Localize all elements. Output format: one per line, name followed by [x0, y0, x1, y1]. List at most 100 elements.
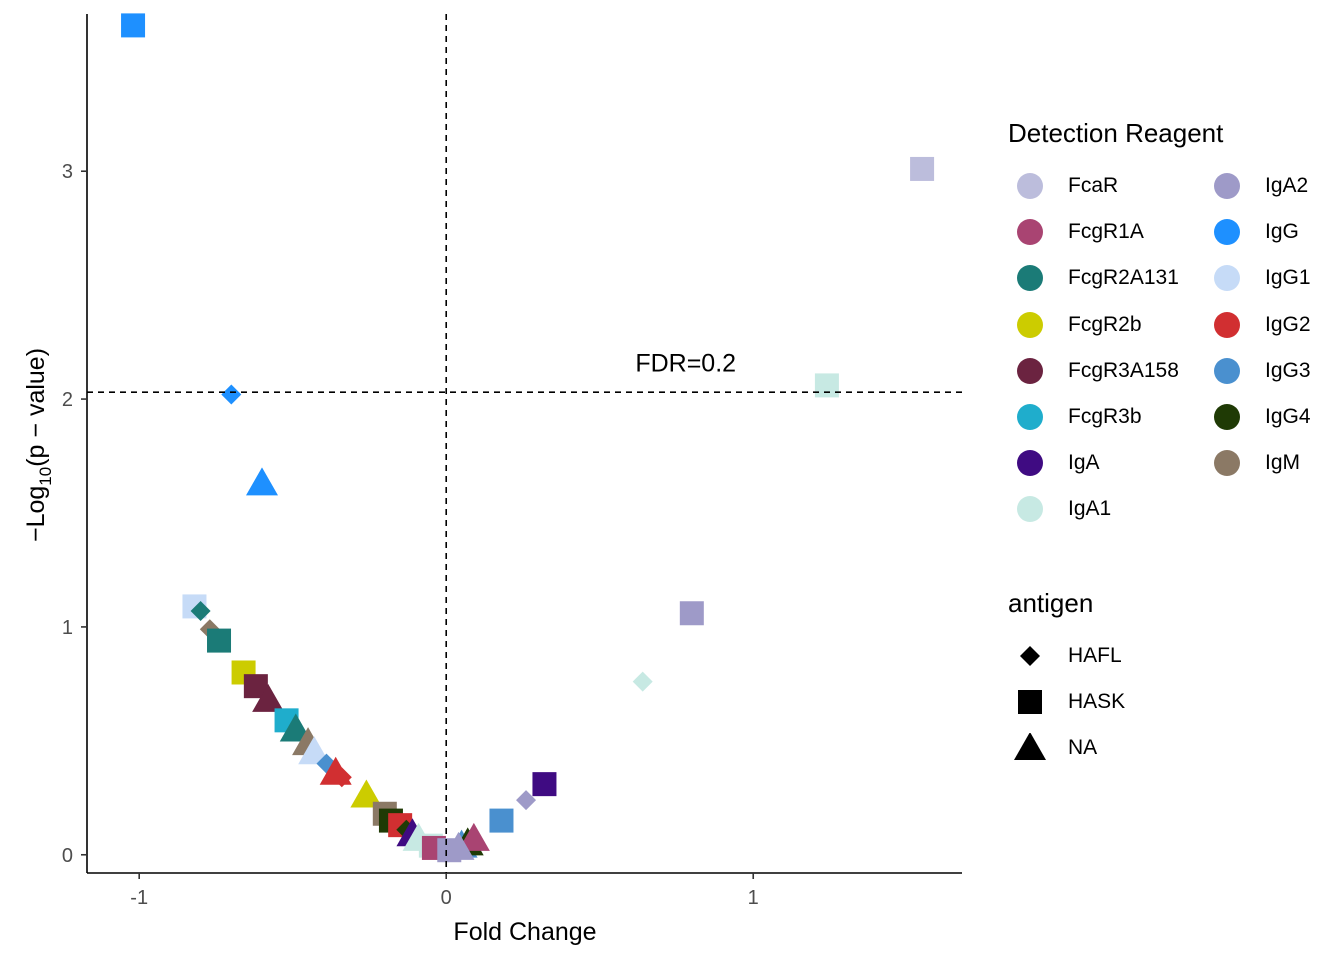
shape-legend-title: antigen: [1008, 588, 1094, 618]
legend-label: HASK: [1068, 690, 1126, 713]
data-point: [279, 713, 312, 742]
y-ticks: 0 1 2 3: [62, 161, 87, 867]
data-point: [207, 628, 232, 653]
legend-dot-icon: [1017, 496, 1043, 523]
legend-label: FcgR3A158: [1068, 358, 1179, 382]
legend-dot-icon: [1017, 219, 1043, 246]
y-tick-label: 0: [62, 845, 73, 867]
data-point: [910, 156, 935, 181]
legend-label: IgA: [1068, 451, 1100, 475]
color-legend-item: FcgR3A158: [1008, 356, 1179, 386]
legend-label: FcgR3b: [1068, 405, 1142, 428]
square-icon: [1018, 690, 1042, 714]
color-legend-item: FcgR1A: [1008, 217, 1144, 247]
legend-color-key: [1205, 402, 1251, 432]
legend-label: FcgR1A: [1068, 220, 1144, 244]
legend-color-key: [1008, 494, 1054, 524]
legend-label: NA: [1068, 736, 1098, 759]
legend-label: IgA1: [1068, 497, 1112, 521]
points-layer: [121, 13, 935, 863]
data-point: [190, 600, 211, 621]
data-point: [331, 767, 352, 788]
color-legend-item: IgA: [1008, 448, 1100, 478]
shape-legend-item: HAFL: [1008, 641, 1122, 671]
y-tick-label: 2: [62, 389, 73, 411]
color-legend: Detection Reagent FcaR FcgR1A FcgR2A131 Fcg…: [1008, 118, 1338, 538]
legend-dot-icon: [1214, 219, 1240, 246]
legend-dot-icon: [1017, 173, 1043, 199]
color-legend-item: FcgR3b: [1008, 402, 1142, 432]
color-legend-item: FcgR2A131: [1008, 263, 1179, 293]
legend-color-key: [1205, 448, 1251, 478]
color-legend-item: IgG1: [1205, 263, 1311, 293]
data-point: [350, 779, 383, 808]
legend-label: FcgR2A131: [1068, 266, 1179, 290]
legend-label: IgG4: [1265, 405, 1311, 428]
legend-color-key: [1205, 171, 1251, 201]
legend-label: FcgR2b: [1068, 312, 1142, 336]
legend-label: IgA2: [1265, 174, 1309, 197]
legend-color-key: [1205, 310, 1251, 340]
color-legend-item: IgG4: [1205, 402, 1311, 432]
legend-dot-icon: [1214, 311, 1240, 338]
legend-dot-icon: [1214, 450, 1240, 477]
data-point: [632, 671, 653, 692]
legend-dot-icon: [1017, 357, 1043, 384]
diamond-icon: [1020, 646, 1040, 666]
data-point: [814, 373, 839, 398]
legend-shape-key: [1008, 732, 1054, 763]
legend-dot-icon: [1017, 311, 1043, 338]
data-point: [442, 831, 475, 860]
legend-dot-icon: [1214, 404, 1240, 430]
shape-legend: antigen HAFL HASK NA: [1008, 588, 1308, 768]
legend-dot-icon: [1017, 450, 1043, 477]
color-legend-item: IgM: [1205, 448, 1300, 478]
legend-color-key: [1008, 402, 1054, 432]
y-tick-label: 1: [62, 617, 73, 639]
triangle-icon: [1014, 732, 1046, 760]
legend-color-key: [1008, 263, 1054, 293]
legend-color-key: [1205, 356, 1251, 386]
legend-label: IgM: [1265, 451, 1301, 475]
legend-color-key: [1008, 171, 1054, 201]
legend-label: FcaR: [1068, 174, 1119, 197]
color-legend-item: IgA2: [1205, 171, 1308, 201]
y-axis-title: −Log10(p − value): [22, 348, 55, 542]
legend-label: IgG: [1265, 220, 1299, 244]
legend-color-key: [1008, 448, 1054, 478]
legend-shape-key: [1008, 687, 1054, 717]
data-point: [121, 13, 146, 38]
legend-label: IgG1: [1265, 266, 1311, 290]
color-legend-title: Detection Reagent: [1008, 118, 1224, 148]
color-legend-item: IgG3: [1205, 356, 1311, 386]
shape-legend-item: HASK: [1008, 687, 1125, 717]
data-point: [298, 736, 331, 765]
color-legend-item: IgA1: [1008, 494, 1111, 524]
legend-dot-icon: [1214, 173, 1240, 199]
data-point: [246, 467, 278, 496]
legend-dot-icon: [1017, 265, 1043, 292]
color-legend-item: FcgR2b: [1008, 310, 1142, 340]
legend-color-key: [1008, 217, 1054, 247]
x-axis-title: Fold Change: [453, 918, 596, 946]
data-point: [516, 790, 537, 811]
x-tick-label: 0: [441, 887, 452, 909]
legend-label: HAFL: [1068, 644, 1122, 667]
legend-color-key: [1205, 263, 1251, 293]
x-tick-label: 1: [748, 887, 759, 909]
y-tick-label: 3: [62, 161, 73, 183]
data-point: [457, 822, 490, 851]
legend-shape-key: [1008, 641, 1054, 671]
legend-color-key: [1008, 356, 1054, 386]
legend-label: IgG2: [1265, 312, 1311, 336]
color-legend-item: IgG: [1205, 217, 1299, 247]
shape-legend-item: NA: [1008, 732, 1098, 763]
color-legend-item: IgG2: [1205, 310, 1311, 340]
data-point: [221, 384, 242, 405]
legend-color-key: [1008, 310, 1054, 340]
data-point: [489, 808, 514, 833]
x-tick-label: -1: [130, 887, 148, 909]
x-ticks: -1 0 1: [130, 873, 759, 909]
legend-dot-icon: [1214, 265, 1240, 292]
